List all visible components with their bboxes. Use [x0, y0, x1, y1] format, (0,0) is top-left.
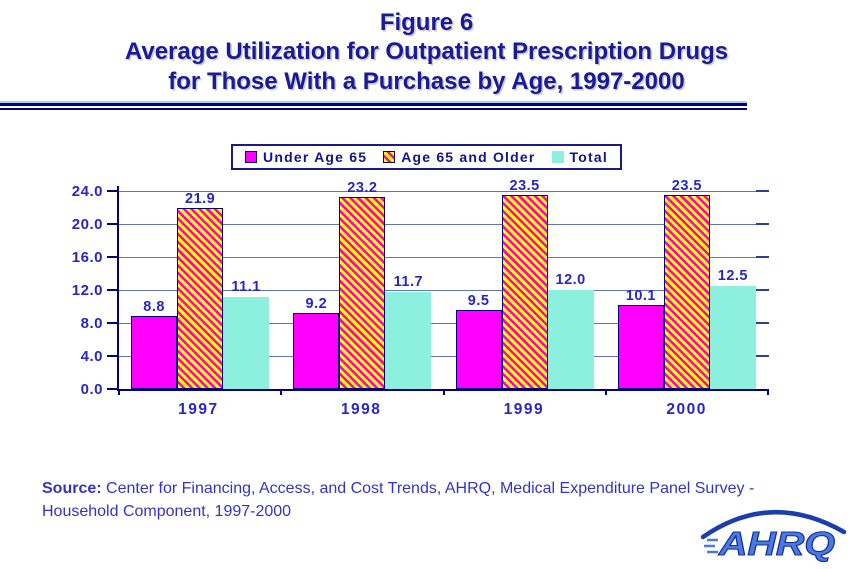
ahrq-logo: AHRQ [699, 502, 847, 567]
bar-value-label: 12.5 [717, 267, 748, 284]
figure-title-line2: Average Utilization for Outpatient Presc… [124, 38, 729, 66]
bar-age-65-and-older-1997: 21.9 [177, 191, 224, 389]
ahrq-logo-graphic: AHRQ [700, 509, 847, 563]
logo-text: AHRQ [718, 525, 836, 562]
bar-total-1998: 11.7 [385, 274, 432, 389]
y-axis-tick [107, 189, 117, 192]
bar-age-65-and-older-1998: 23.2 [339, 180, 386, 389]
bar-total-1999: 12.0 [547, 272, 594, 389]
y-axis-label: 12.0 [71, 281, 103, 299]
figure-title: Figure 6 Average Utilization for Outpati… [0, 0, 853, 96]
y-axis-tick [107, 321, 117, 324]
source-label: Source: [42, 480, 102, 497]
y-axis-tick [107, 354, 117, 357]
logo-speed-lines [704, 538, 718, 554]
gridline-24 [119, 189, 769, 192]
x-axis-tick [767, 388, 769, 395]
x-axis-tick [280, 388, 283, 395]
right-axis-tick [756, 321, 769, 324]
right-axis-tick [756, 255, 769, 258]
y-axis-label: 24.0 [71, 182, 103, 200]
legend-item: Total [551, 148, 608, 165]
bar-age-65-and-older-1999: 23.5 [501, 178, 548, 389]
bar-value-label: 10.1 [625, 288, 656, 305]
legend-item: Under Age 65 [245, 149, 367, 165]
figure-title-line3: for Those With a Purchase by Age, 1997-2… [168, 67, 685, 95]
x-axis-label-2000: 2000 [666, 400, 707, 418]
y-axis-label: 0.0 [80, 380, 103, 398]
gridline-12 [119, 288, 769, 291]
bar-total-1997: 11.1 [223, 279, 270, 389]
right-axis-tick [756, 288, 769, 291]
bar-age-65-and-older-2000: 23.5 [663, 178, 710, 389]
gridline-16 [119, 255, 769, 258]
gridline-20 [119, 222, 769, 225]
legend-label: Age 65 and Older [401, 148, 536, 165]
x-axis-tick [118, 388, 120, 395]
bar-group-1997: 8.8 21.9 11.1 [119, 191, 281, 389]
y-axis-label: 8.0 [80, 314, 103, 332]
source-note: Source: Center for Financing, Access, an… [42, 477, 830, 523]
right-axis-tick [756, 222, 769, 225]
legend-swatch-total [551, 150, 564, 163]
bar-group-1998: 9.2 23.2 11.7 [281, 180, 443, 389]
bar-value-label: 8.8 [143, 299, 165, 316]
legend-label: Under Age 65 [263, 148, 368, 165]
y-axis-tick [107, 288, 117, 291]
x-axis-label-1999: 1999 [503, 400, 545, 418]
bar-value-label: 23.5 [509, 177, 540, 194]
bar-under-age-65-1997: 8.8 [131, 299, 178, 389]
x-axis-tick [604, 388, 607, 395]
plot-area: 0.0 4.0 8.0 12.0 16.0 20.0 24.0 8.8 21.9 11.1 9.2 2… [72, 178, 769, 398]
x-axis-label-1997: 1997 [178, 400, 219, 418]
bar-value-label: 23.5 [671, 177, 702, 194]
x-axis-label-1998: 1998 [340, 400, 382, 418]
y-axis-label: 16.0 [71, 248, 103, 266]
bar-group-1999: 9.5 23.5 12.0 [444, 178, 606, 389]
y-axis-label: 20.0 [71, 215, 103, 233]
bar-value-label: 9.5 [467, 293, 490, 310]
bar-under-age-65-1999: 9.5 [455, 293, 502, 389]
bar-groups: 8.8 21.9 11.1 9.2 23.2 11.7 9.5 23.5 12.0 10.1 23.… [119, 178, 768, 389]
bar-under-age-65-1998: 9.2 [293, 296, 340, 389]
bar-value-label: 9.2 [305, 295, 328, 312]
bar-under-age-65-2000: 10.1 [617, 288, 664, 389]
separator-bar [0, 100, 747, 106]
legend-swatch-under-age-65 [245, 150, 258, 163]
right-axis-tick [756, 189, 769, 192]
gridline-8 [119, 321, 769, 324]
bar-chart: 0.0 4.0 8.0 12.0 16.0 20.0 24.0 8.8 21.9 11.1 9.2 2… [0, 178, 853, 436]
bar-value-label: 11.7 [393, 274, 424, 291]
bar-group-2000: 10.1 23.5 12.5 [606, 178, 768, 389]
legend-label: Total [569, 148, 608, 165]
legend-item: Age 65 and Older [383, 149, 535, 165]
legend-swatch-age-65-and-older [383, 150, 396, 163]
separator-thin-line [0, 107, 747, 110]
right-axis-tick [756, 354, 769, 357]
bar-total-2000: 12.5 [709, 268, 756, 389]
bar-value-label: 11.1 [231, 279, 261, 296]
bar-value-label: 21.9 [185, 191, 216, 208]
chart-legend: Under Age 65 Age 65 and Older Total [231, 143, 622, 170]
logo-swoosh-arc [700, 509, 847, 540]
y-axis-tick [107, 387, 117, 390]
figure-number: Figure 6 [379, 9, 474, 36]
y-axis-tick [107, 255, 117, 258]
y-axis-label: 4.0 [80, 347, 103, 365]
y-axis-tick [107, 222, 117, 225]
source-text: Center for Financing, Access, and Cost T… [42, 480, 755, 521]
bar-value-label: 12.0 [555, 271, 586, 288]
x-axis-labels: 1997 1998 1999 2000 [117, 401, 768, 419]
x-axis-tick [442, 388, 445, 395]
gridline-4 [119, 354, 769, 357]
title-separator-rule [0, 100, 747, 110]
bar-value-label: 23.2 [347, 180, 378, 197]
